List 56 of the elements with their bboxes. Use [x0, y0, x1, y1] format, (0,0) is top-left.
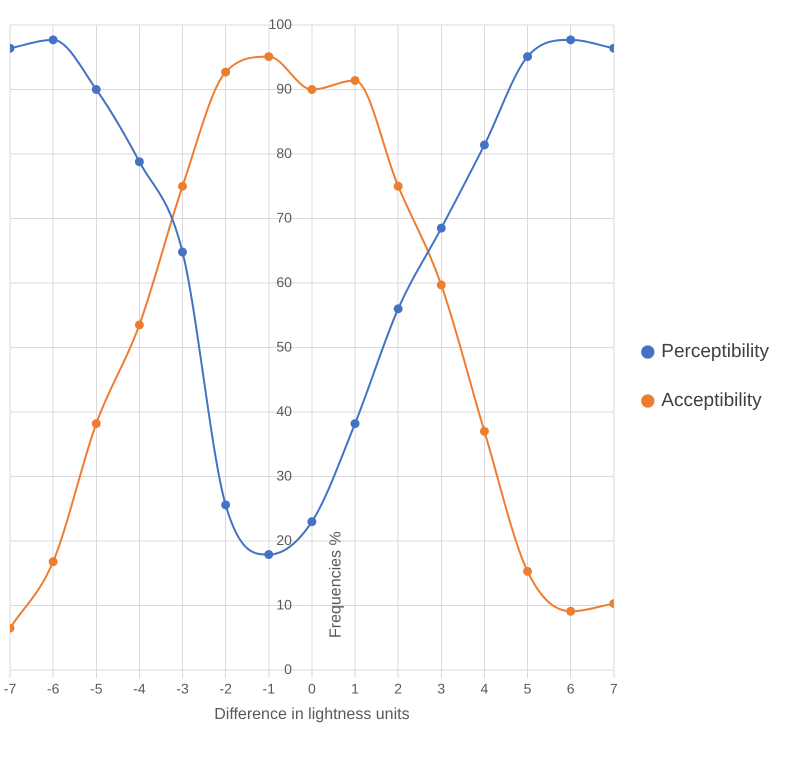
point [134, 157, 144, 166]
y-tick-label: 70 [276, 209, 292, 226]
point [178, 248, 188, 257]
x-tick-label: 3 [437, 680, 446, 696]
x-tick-label: -6 [46, 680, 60, 696]
y-tick-label: 50 [276, 338, 292, 354]
y-tick-label: 60 [276, 274, 292, 290]
legend-label: Acceptibility [661, 390, 762, 412]
y-axis-title: Frequencies % [327, 531, 344, 638]
point [307, 85, 316, 94]
x-tick-label: 4 [480, 680, 489, 696]
point [480, 140, 489, 150]
point [48, 557, 58, 566]
x-tick-label: -4 [133, 680, 146, 696]
point [221, 68, 230, 77]
x-tick-label: 0 [308, 680, 316, 696]
point [350, 419, 360, 428]
x-tick-label: -3 [176, 680, 189, 696]
point [566, 606, 576, 616]
x-axis-title: Difference in lightness units [214, 706, 410, 723]
point [178, 182, 188, 191]
x-tick-label: -2 [219, 680, 232, 696]
y-tick-label: 10 [276, 596, 292, 612]
point [394, 304, 403, 314]
point [436, 224, 446, 233]
x-tick-label: -1 [262, 680, 276, 696]
point [394, 182, 403, 191]
x-tick-label: -7 [4, 680, 16, 696]
y-tick-label: 0 [284, 660, 292, 677]
x-tick-label: 6 [566, 680, 575, 696]
point [221, 500, 230, 510]
point [48, 35, 58, 44]
y-tick-label: 20 [276, 532, 292, 548]
y-tick-label: 100 [268, 16, 292, 32]
x-tick-label: -5 [90, 680, 103, 696]
point [264, 550, 274, 560]
y-tick-label: 30 [276, 467, 292, 484]
x-tick-label: 5 [524, 680, 532, 696]
y-tick-label: 40 [276, 402, 292, 419]
point [350, 76, 360, 85]
x-tick-label: 2 [394, 680, 402, 696]
point [436, 280, 446, 290]
x-tick-label: 1 [351, 680, 360, 696]
legend-label: Perceptibility [661, 341, 770, 362]
point [134, 320, 144, 330]
point [92, 85, 101, 94]
point [523, 52, 532, 62]
point [566, 35, 576, 44]
y-tick-label: 90 [276, 80, 292, 96]
y-tick-label: 80 [276, 144, 292, 161]
point [264, 52, 274, 62]
point [307, 517, 316, 526]
point [480, 426, 489, 436]
point [523, 566, 532, 576]
point [92, 419, 101, 428]
x-tick-label: 7 [610, 680, 618, 696]
